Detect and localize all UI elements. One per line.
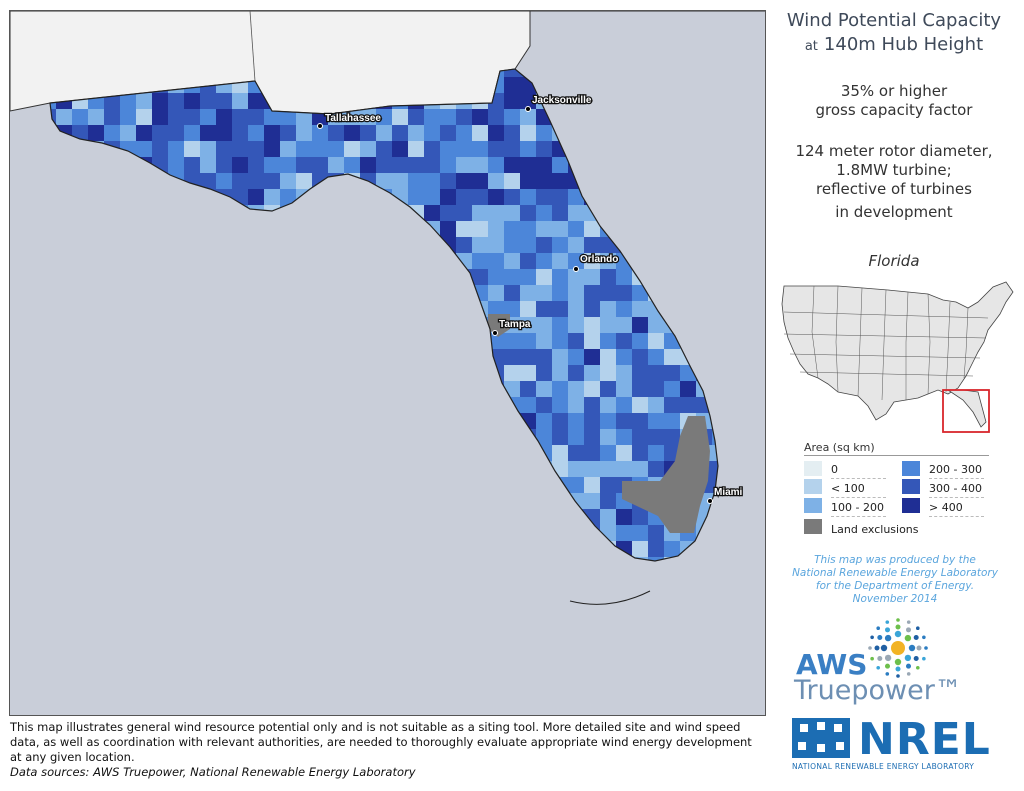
legend-swatch-2 [804, 498, 822, 513]
us-outline [781, 281, 1014, 421]
nrel-logo: NREL NATIONAL RENEWABLE ENERGY LABORATOR… [790, 712, 1000, 784]
legend-swatch-1 [804, 479, 822, 494]
nrel-sun-icon [792, 718, 850, 758]
side-panel: Wind Potential Capacity at 140m Hub Heigh… [770, 0, 1024, 791]
state-name: Florida [868, 252, 920, 270]
legend-label-1: < 100 [831, 482, 865, 495]
city-miami: Miami [707, 486, 744, 504]
legend-label-2: 100 - 200 [831, 501, 884, 514]
turbine-text: 124 meter rotor diameter, 1.8MW turbine;… [770, 142, 1018, 222]
legend-swatch-4 [902, 479, 920, 494]
city-tallahassee: Tallahassee [317, 112, 383, 129]
city-jacksonville: Jacksonville [525, 94, 593, 112]
legend-swatch-5 [902, 498, 920, 513]
city-label-orlando: Orlando [580, 254, 618, 265]
nrel-full-name: NATIONAL RENEWABLE ENERGY LABORATORY [792, 762, 975, 771]
credit-text: This map was produced by the National Re… [780, 554, 1010, 606]
aws-logo-text: AWS [796, 648, 868, 681]
legend-title: Area (sq km) [804, 441, 875, 454]
title-at: at [804, 39, 818, 54]
city-label-tallahassee: Tallahassee [325, 113, 381, 124]
capacity-factor-text: 35% or higher gross capacity factor [770, 82, 1018, 120]
map-title: Wind Potential Capacity [786, 10, 1002, 31]
legend-label-5: > 400 [929, 501, 963, 514]
credit-line-1: This map was produced by the [814, 554, 976, 566]
disclaimer: This map illustrates general wind resour… [10, 720, 765, 780]
credit-line-4: November 2014 [852, 593, 938, 605]
disclaimer-text: This map illustrates general wind resour… [10, 720, 752, 764]
florida-keys [569, 590, 651, 605]
data-sources: Data sources: AWS Truepower, National Re… [10, 765, 416, 779]
legend-label-4: 300 - 400 [929, 482, 982, 495]
land-exclusion-everglades [622, 416, 710, 533]
florida-coastline [49, 68, 719, 562]
legend-swatch-6 [804, 519, 822, 534]
capacity-factor-line-1: 35% or higher [840, 82, 948, 100]
legend-label-6: Land exclusions [831, 523, 919, 536]
us-florida [946, 389, 987, 428]
capacity-factor-line-2: gross capacity factor [815, 101, 973, 119]
legend-swatch-3 [902, 461, 920, 476]
city-tampa: Tampa [492, 318, 532, 336]
wind-capacity-map: Tallahassee Jacksonville Orlando Tampa M… [9, 10, 766, 716]
inset-locator-box [942, 389, 990, 433]
legend-label-0: 0 [831, 463, 838, 476]
turbine-line-3: reflective of turbines [816, 180, 972, 198]
hub-height: 140m Hub Height [823, 34, 984, 55]
nrel-logo-text: NREL [858, 714, 991, 765]
credit-line-3: for the Department of Energy. [815, 580, 975, 592]
city-label-tampa: Tampa [499, 319, 531, 330]
florida-map-svg: Tallahassee Jacksonville Orlando Tampa M… [10, 11, 765, 605]
legend-label-3: 200 - 300 [929, 463, 982, 476]
city-orlando: Orlando [573, 253, 620, 272]
turbine-line-1: 124 meter rotor diameter, [795, 142, 993, 160]
city-label-miami: Miami [714, 487, 743, 498]
turbine-line-4: in development [835, 203, 953, 221]
us-locator-map [781, 281, 1014, 433]
legend-swatch-0 [804, 461, 822, 476]
legend-rule [804, 455, 989, 456]
aws-truepower-logo-icon [868, 618, 928, 678]
map-subtitle: at 140m Hub Height [770, 34, 1018, 55]
truepower-logo-text: Truepower™ [794, 675, 962, 706]
city-label-jacksonville: Jacksonville [532, 95, 592, 106]
turbine-line-2: 1.8MW turbine; [836, 161, 952, 179]
credit-line-2: National Renewable Energy Laboratory [792, 567, 998, 579]
